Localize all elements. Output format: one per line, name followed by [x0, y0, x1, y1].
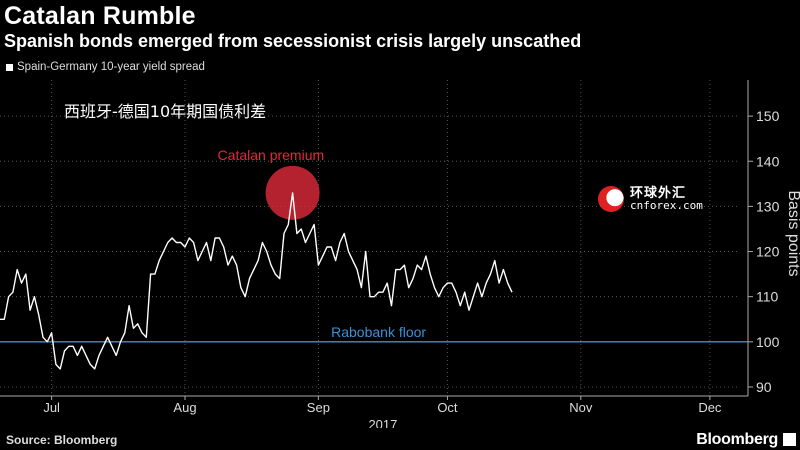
y-tick-label: 140 — [756, 153, 780, 169]
legend-label: Spain-Germany 10-year yield spread — [17, 61, 205, 73]
y-tick-label: 130 — [756, 198, 780, 214]
x-tick-label: Aug — [173, 400, 196, 415]
line-chart: 90 100 110 120 130 140 150 Basis points Jul Aug Se… — [0, 80, 800, 428]
series-line — [0, 192, 513, 370]
x-tick-label: Dec — [698, 400, 722, 415]
brand-logo: Bloomberg — [696, 431, 778, 448]
brand-logo-icon — [783, 433, 796, 446]
chart-subtitle: Spanish bonds emerged from secessionist … — [4, 31, 582, 51]
watermark-logo-icon — [598, 186, 624, 212]
watermark: 环球外汇 cnforex.com — [598, 186, 703, 212]
watermark-en: cnforex.com — [630, 199, 703, 213]
annotation-label: Catalan premium — [218, 147, 325, 163]
x-tick-label: Nov — [569, 400, 593, 415]
x-tick-label: Oct — [437, 400, 458, 415]
source-note: Source: Bloomberg — [6, 433, 118, 447]
chart-title: Catalan Rumble — [4, 2, 196, 30]
x-tick-label: Sep — [307, 400, 330, 415]
y-tick-label: 90 — [756, 379, 772, 395]
legend: Spain-Germany 10-year yield spread — [6, 61, 205, 73]
x-tick-label: Jul — [43, 400, 60, 415]
y-axis-title: Basis points — [785, 190, 800, 276]
watermark-cn: 环球外汇 — [630, 185, 687, 201]
overlay-caption: 西班牙-德国10年期国债利差 — [64, 102, 267, 121]
legend-swatch — [6, 63, 13, 71]
y-tick-label: 150 — [756, 108, 780, 124]
reference-line-label: Rabobank floor — [331, 324, 426, 340]
x-axis-year-label: 2017 — [368, 417, 397, 428]
y-tick-label: 110 — [756, 289, 779, 305]
y-tick-label: 100 — [756, 334, 780, 350]
y-tick-label: 120 — [756, 244, 780, 260]
